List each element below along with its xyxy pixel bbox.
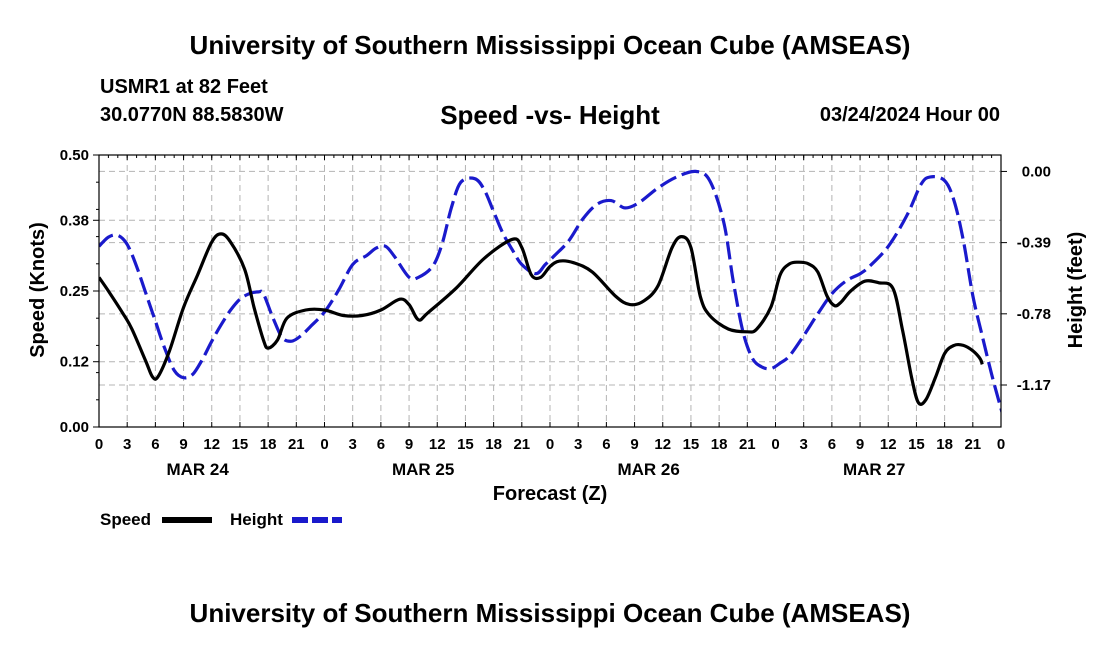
y-tick-label: 0.00	[60, 419, 89, 436]
footer-title: University of Southern Mississippi Ocean…	[189, 598, 911, 628]
plot-frame	[98, 154, 1002, 428]
x-tick-label: 21	[739, 436, 756, 453]
x-tick-label: 3	[574, 436, 582, 453]
y-tick-label: 0.38	[60, 212, 89, 229]
y2-tick-label: -1.17	[1017, 377, 1051, 394]
x-tick-label: 6	[828, 436, 836, 453]
x-tick-label: 21	[513, 436, 530, 453]
x-tick-label: 3	[800, 436, 808, 453]
y-tick-label: 0.50	[60, 147, 89, 164]
date-label: MAR 26	[617, 460, 679, 479]
y-axis-label-right: Height (feet)	[1065, 232, 1087, 349]
x-tick-label: 3	[123, 436, 131, 453]
x-tick-label: 12	[203, 436, 220, 453]
speed-series-line	[99, 232, 984, 406]
x-tick-label: 12	[429, 436, 446, 453]
x-tick-label: 6	[602, 436, 610, 453]
x-tick-label: 15	[457, 436, 474, 453]
legend: Speed Height	[100, 510, 342, 529]
y-tick-label: 0.12	[60, 354, 89, 371]
x-tick-label: 15	[908, 436, 925, 453]
x-tick-label: 18	[485, 436, 502, 453]
x-tick-label: 12	[654, 436, 671, 453]
date-label: MAR 24	[166, 460, 229, 479]
x-tick-label: 15	[683, 436, 700, 453]
x-tick-label: 6	[151, 436, 159, 453]
x-tick-label: 21	[288, 436, 305, 453]
x-axis-label: Forecast (Z)	[493, 483, 607, 505]
y2-tick-label: -0.39	[1017, 235, 1051, 252]
y-tick-label: 0.25	[60, 283, 89, 300]
y2-tick-label: -0.78	[1017, 306, 1051, 323]
y2-tick-label: 0.00	[1022, 163, 1051, 180]
x-tick-label: 18	[936, 436, 953, 453]
forecast-datetime: 03/24/2024 Hour 00	[819, 104, 1000, 126]
x-tick-label: 6	[377, 436, 385, 453]
x-tick-label: 0	[95, 436, 103, 453]
date-label: MAR 27	[843, 460, 905, 479]
station-label: USMR1 at 82 Feet	[100, 76, 268, 98]
legend-speed-label: Speed	[100, 510, 151, 529]
x-tick-label: 9	[856, 436, 864, 453]
x-tick-label: 3	[349, 436, 357, 453]
date-label: MAR 25	[392, 460, 454, 479]
x-tick-label: 18	[260, 436, 277, 453]
x-tick-label: 0	[546, 436, 554, 453]
legend-height-label: Height	[230, 510, 283, 529]
x-tick-label: 18	[711, 436, 728, 453]
x-tick-label: 21	[964, 436, 981, 453]
x-tick-label: 9	[179, 436, 187, 453]
x-tick-label: 9	[405, 436, 413, 453]
chart-subtitle: Speed -vs- Height	[440, 100, 660, 130]
x-tick-label: 0	[320, 436, 328, 453]
x-tick-label: 9	[630, 436, 638, 453]
x-tick-label: 15	[232, 436, 249, 453]
coordinates-label: 30.0770N 88.5830W	[100, 104, 284, 126]
x-tick-label: 12	[880, 436, 897, 453]
chart-main-title: University of Southern Mississippi Ocean…	[189, 30, 911, 60]
x-tick-label: 0	[997, 436, 1005, 453]
x-tick-label: 0	[771, 436, 779, 453]
y-axis-label-left: Speed (Knots)	[27, 222, 49, 358]
